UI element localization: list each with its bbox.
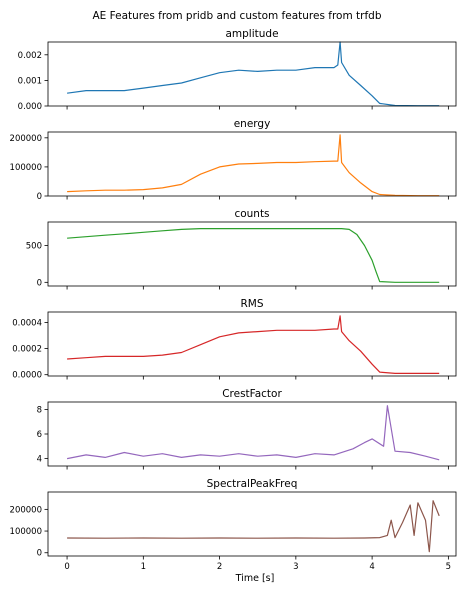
subplot-5: SpectralPeakFreq 0 100000 200000 0 1 2 3 4 5 bbox=[10, 478, 457, 572]
y-tick-label: 6 bbox=[37, 430, 42, 440]
series-line bbox=[67, 500, 440, 553]
y-tick-label: 0.000 bbox=[18, 102, 42, 112]
axes-frame bbox=[47, 131, 457, 197]
y-tick-label: 0.0004 bbox=[12, 318, 42, 328]
subplot-title: SpectralPeakFreq bbox=[207, 478, 298, 490]
x-tick-label: 2 bbox=[217, 562, 222, 572]
axes-frame bbox=[47, 41, 457, 107]
y-tick-label: 0.001 bbox=[18, 76, 42, 86]
series-line bbox=[66, 405, 440, 461]
subplot-title: counts bbox=[234, 208, 269, 220]
x-tick-label: 3 bbox=[293, 562, 298, 572]
subplot-title: energy bbox=[234, 118, 271, 130]
x-tick-label: 4 bbox=[369, 562, 374, 572]
y-tick-label: 0 bbox=[37, 278, 42, 288]
subplot-2: counts 0 500 bbox=[26, 208, 457, 290]
x-axis-label: Time [s] bbox=[235, 573, 275, 584]
y-tick-label: 8 bbox=[37, 405, 42, 415]
y-tick-label: 200000 bbox=[10, 134, 42, 144]
subplot-1: energy 0 100000 200000 bbox=[10, 118, 457, 202]
y-tick-label: 100000 bbox=[10, 527, 42, 537]
subplot-0: amplitude 0.000 0.001 0.002 bbox=[18, 28, 457, 112]
series-line bbox=[67, 228, 440, 283]
series-line bbox=[67, 315, 440, 374]
axes-frame bbox=[47, 491, 457, 557]
subplot-title: amplitude bbox=[225, 28, 278, 40]
subplot-title: RMS bbox=[240, 298, 263, 310]
y-tick-label: 0.0002 bbox=[12, 345, 42, 355]
x-tick-label: 0 bbox=[64, 562, 69, 572]
subplot-title: CrestFactor bbox=[222, 388, 282, 400]
axes-frame bbox=[47, 221, 457, 287]
y-tick-label: 4 bbox=[37, 455, 42, 465]
y-tick-label: 0 bbox=[37, 549, 42, 559]
x-tick-label: 5 bbox=[446, 562, 451, 572]
series-line bbox=[67, 41, 440, 107]
series-line bbox=[67, 134, 440, 197]
y-tick-label: 0 bbox=[37, 192, 42, 202]
y-tick-label: 0.0000 bbox=[12, 371, 42, 381]
y-tick-label: 0.002 bbox=[18, 51, 42, 61]
y-tick-label: 100000 bbox=[10, 163, 42, 173]
y-tick-label: 200000 bbox=[10, 505, 42, 515]
subplot-4: CrestFactor 4 6 8 bbox=[37, 388, 457, 470]
x-tick-label: 1 bbox=[141, 562, 146, 572]
axes-frame bbox=[47, 311, 457, 377]
y-tick-label: 500 bbox=[26, 242, 42, 252]
subplot-3: RMS 0.0000 0.0002 0.0004 bbox=[12, 298, 457, 381]
figure-title: AE Features from pridb and custom featur… bbox=[92, 10, 382, 22]
